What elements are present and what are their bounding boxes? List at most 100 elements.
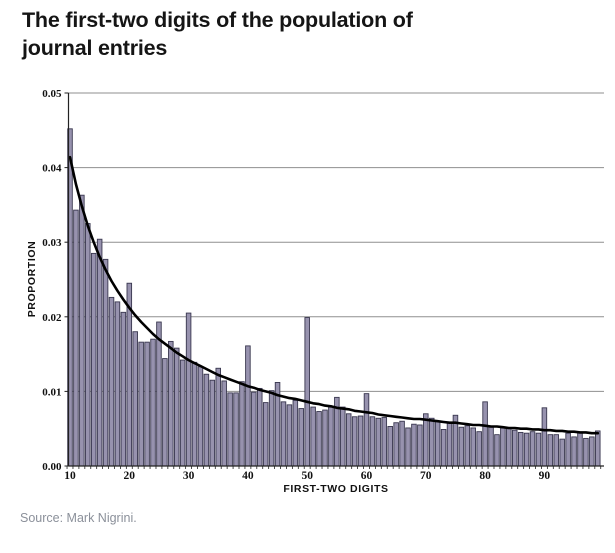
bar: [399, 420, 405, 467]
bar: [476, 431, 482, 467]
bar: [559, 438, 565, 467]
bar: [203, 373, 210, 467]
bar: [446, 421, 453, 467]
bar: [553, 434, 560, 467]
bar: [506, 428, 512, 467]
bar: [512, 429, 518, 467]
x-tick-labels: 10 20 30 40 50 60 70 80 90: [64, 470, 550, 482]
bar: [547, 434, 554, 467]
bar: [428, 417, 435, 467]
bar: [363, 393, 370, 467]
bar: [233, 392, 239, 467]
bar: [251, 391, 257, 467]
bar: [79, 194, 85, 467]
bar: [298, 408, 305, 467]
bar: [144, 341, 150, 467]
x-tick-label: 10: [64, 470, 76, 482]
bar: [185, 312, 192, 467]
chart-title: The first-two digits of the population o…: [22, 6, 582, 62]
bar: [168, 340, 174, 467]
bar: [523, 432, 530, 467]
bar: [322, 409, 328, 467]
bar: [464, 425, 471, 467]
bar: [73, 209, 79, 467]
bar: [215, 367, 221, 467]
bar: [381, 417, 388, 467]
bar: [262, 402, 269, 467]
bar: [375, 417, 382, 467]
bar: [162, 358, 168, 467]
bar: [541, 407, 548, 467]
bar: [268, 390, 275, 467]
y-tick-label: 0.03: [42, 237, 62, 249]
bar: [173, 347, 180, 467]
y-tick-label: 0.00: [42, 461, 62, 473]
bar: [583, 437, 589, 467]
x-tick-label: 30: [183, 470, 195, 482]
bar: [90, 252, 97, 467]
bar: [108, 296, 115, 467]
bar: [245, 345, 251, 467]
bar: [517, 431, 524, 467]
axes: [64, 92, 604, 469]
bar: [423, 413, 429, 467]
bar: [96, 238, 103, 467]
x-tick-label: 40: [242, 470, 254, 482]
bar: [328, 406, 334, 467]
x-tick-label: 90: [539, 470, 551, 482]
bar: [417, 424, 423, 467]
bar: [227, 392, 233, 467]
bar: [156, 321, 162, 467]
bar: [114, 301, 121, 467]
bar: [494, 434, 500, 467]
chart-title-line2: journal entries: [22, 36, 168, 60]
bar: [351, 416, 358, 467]
x-tick-label: 50: [301, 470, 313, 482]
bar: [197, 366, 204, 467]
bar: [571, 436, 577, 467]
bar: [488, 426, 494, 467]
bar: [340, 406, 346, 467]
bar: [411, 423, 417, 467]
bar: [535, 432, 542, 467]
bar: [529, 431, 536, 467]
bar: [286, 404, 293, 467]
bar: [458, 426, 465, 467]
x-tick-label: 60: [361, 470, 373, 482]
bar: [387, 426, 393, 467]
bar: [595, 430, 601, 467]
bar: [345, 413, 352, 467]
chart-title-line1: The first-two digits of the population o…: [22, 8, 413, 32]
y-tick-label: 0.05: [42, 88, 62, 100]
bar: [239, 381, 245, 467]
bar: [102, 258, 109, 467]
bar: [482, 401, 488, 467]
bar: [369, 416, 376, 467]
bar: [316, 411, 322, 467]
bar: [357, 415, 364, 467]
x-tick-label: 20: [124, 470, 136, 482]
bar: [304, 317, 310, 467]
bar: [85, 223, 91, 467]
y-tick-label: 0.04: [42, 163, 62, 175]
bar: [257, 387, 263, 467]
bar: [138, 341, 144, 467]
y-tick-label: 0.01: [42, 386, 61, 398]
bar: [434, 420, 441, 467]
source-caption: Source: Mark Nigrini.: [20, 511, 137, 525]
bar: [292, 399, 299, 467]
bar: [150, 338, 156, 467]
x-axis-title: FIRST-TWO DIGITS: [283, 483, 388, 495]
y-tick-label: 0.02: [42, 312, 62, 324]
bars: [67, 128, 601, 467]
bar: [589, 436, 595, 467]
bar: [577, 431, 583, 467]
bar: [221, 380, 227, 467]
bar: [209, 379, 216, 467]
bar: [470, 427, 476, 467]
bar: [310, 406, 316, 467]
x-tick-label: 80: [479, 470, 491, 482]
bar: [280, 401, 287, 467]
y-axis-title: PROPORTION: [26, 241, 38, 318]
